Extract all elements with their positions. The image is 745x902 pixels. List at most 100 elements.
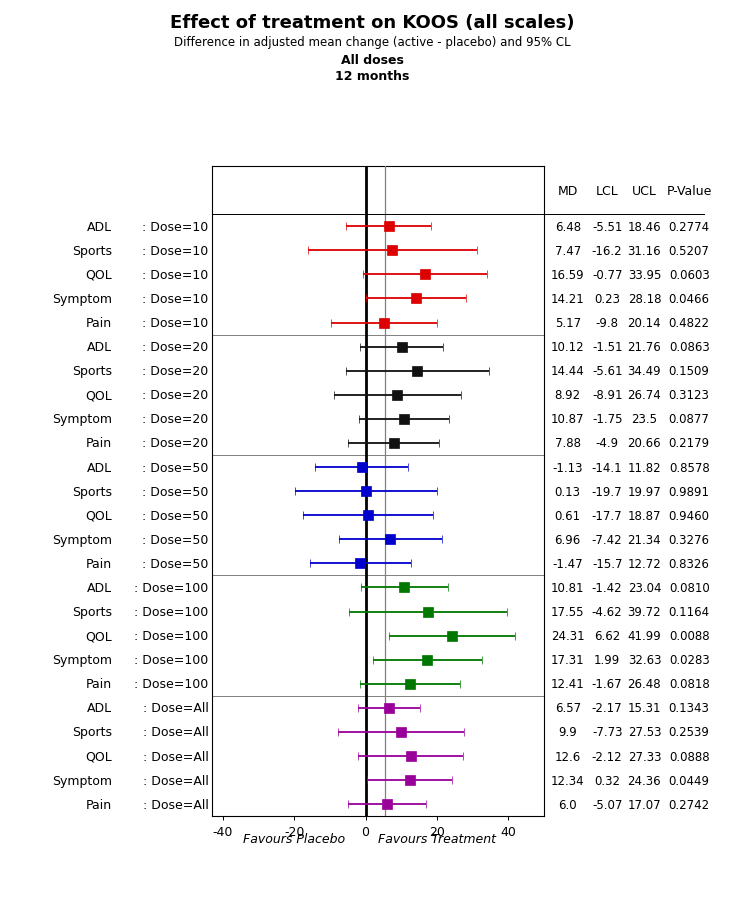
Text: 6.96: 6.96 <box>554 533 581 547</box>
Text: 17.07: 17.07 <box>627 797 662 811</box>
Text: -2.17: -2.17 <box>592 702 623 714</box>
Text: 21.34: 21.34 <box>627 533 662 547</box>
Text: : Dose=10: : Dose=10 <box>142 292 209 306</box>
Text: Symptom: Symptom <box>51 653 112 667</box>
Text: 12 months: 12 months <box>335 70 410 83</box>
Text: Sports: Sports <box>72 244 112 258</box>
Text: 28.18: 28.18 <box>628 292 661 306</box>
Text: 0.0863: 0.0863 <box>669 341 709 354</box>
Text: : Dose=100: : Dose=100 <box>134 605 209 619</box>
Text: -1.67: -1.67 <box>592 677 623 691</box>
Text: 14.21: 14.21 <box>551 292 585 306</box>
Text: 0.1164: 0.1164 <box>668 605 710 619</box>
Text: 0.2539: 0.2539 <box>669 725 709 739</box>
Text: 39.72: 39.72 <box>627 605 662 619</box>
Text: 0.1509: 0.1509 <box>669 364 709 378</box>
Text: 0.32: 0.32 <box>595 774 620 787</box>
Text: : Dose=50: : Dose=50 <box>142 485 209 498</box>
Text: 19.97: 19.97 <box>627 485 662 498</box>
Text: -1.75: -1.75 <box>592 413 622 426</box>
Text: Pain: Pain <box>86 437 112 450</box>
Text: QOL: QOL <box>85 630 112 642</box>
Text: -4.9: -4.9 <box>595 437 619 450</box>
Text: Pain: Pain <box>86 797 112 811</box>
Text: 0.13: 0.13 <box>555 485 580 498</box>
Text: UCL: UCL <box>632 184 657 198</box>
Text: Symptom: Symptom <box>51 413 112 426</box>
Text: -5.61: -5.61 <box>592 364 622 378</box>
Text: 20.66: 20.66 <box>627 437 662 450</box>
Text: 0.8326: 0.8326 <box>669 557 709 570</box>
Text: ADL: ADL <box>86 220 112 234</box>
Text: 6.48: 6.48 <box>554 220 581 234</box>
Text: 17.55: 17.55 <box>551 605 584 619</box>
Text: 5.17: 5.17 <box>554 317 581 330</box>
Text: 23.5: 23.5 <box>632 413 657 426</box>
Text: 0.9460: 0.9460 <box>668 509 710 522</box>
Text: 0.61: 0.61 <box>554 509 581 522</box>
Text: : Dose=20: : Dose=20 <box>142 364 209 378</box>
Text: Symptom: Symptom <box>51 292 112 306</box>
Text: : Dose=All: : Dose=All <box>143 774 209 787</box>
Text: -17.7: -17.7 <box>592 509 623 522</box>
Text: : Dose=10: : Dose=10 <box>142 269 209 281</box>
Text: All doses: All doses <box>341 54 404 67</box>
Text: 0.8578: 0.8578 <box>669 461 709 474</box>
Text: MD: MD <box>557 184 578 198</box>
Text: -15.7: -15.7 <box>592 557 622 570</box>
Text: 1.99: 1.99 <box>594 653 621 667</box>
Text: -16.2: -16.2 <box>592 244 623 258</box>
Text: Pain: Pain <box>86 677 112 691</box>
Text: ADL: ADL <box>86 702 112 714</box>
Text: 34.49: 34.49 <box>627 364 662 378</box>
Text: Sports: Sports <box>72 485 112 498</box>
Text: 16.59: 16.59 <box>551 269 585 281</box>
Text: 9.9: 9.9 <box>558 725 577 739</box>
Text: 24.31: 24.31 <box>551 630 585 642</box>
Text: : Dose=50: : Dose=50 <box>142 533 209 547</box>
Text: ADL: ADL <box>86 341 112 354</box>
Text: : Dose=20: : Dose=20 <box>142 341 209 354</box>
Text: 0.5207: 0.5207 <box>669 244 709 258</box>
Text: 0.0603: 0.0603 <box>669 269 709 281</box>
Text: 7.47: 7.47 <box>554 244 581 258</box>
Text: 0.2179: 0.2179 <box>668 437 710 450</box>
Text: 21.76: 21.76 <box>627 341 662 354</box>
Text: -1.42: -1.42 <box>592 581 623 594</box>
Text: 0.4822: 0.4822 <box>668 317 710 330</box>
Text: 12.41: 12.41 <box>551 677 585 691</box>
Text: QOL: QOL <box>85 269 112 281</box>
Text: : Dose=50: : Dose=50 <box>142 557 209 570</box>
Text: 41.99: 41.99 <box>627 630 662 642</box>
Text: Difference in adjusted mean change (active - placebo) and 95% CL: Difference in adjusted mean change (acti… <box>174 36 571 49</box>
Text: : Dose=10: : Dose=10 <box>142 317 209 330</box>
Text: 12.34: 12.34 <box>551 774 585 787</box>
Text: 0.0466: 0.0466 <box>668 292 710 306</box>
Text: 26.48: 26.48 <box>627 677 662 691</box>
Text: Sports: Sports <box>72 605 112 619</box>
Text: ADL: ADL <box>86 581 112 594</box>
Text: 15.31: 15.31 <box>628 702 661 714</box>
Text: -7.73: -7.73 <box>592 725 622 739</box>
Text: 20.14: 20.14 <box>627 317 662 330</box>
Text: 10.81: 10.81 <box>551 581 584 594</box>
Text: 0.2742: 0.2742 <box>668 797 710 811</box>
Text: : Dose=100: : Dose=100 <box>134 677 209 691</box>
Text: : Dose=All: : Dose=All <box>143 750 209 763</box>
Text: 23.04: 23.04 <box>628 581 661 594</box>
Text: -19.7: -19.7 <box>592 485 623 498</box>
Text: 33.95: 33.95 <box>628 269 661 281</box>
Text: Symptom: Symptom <box>51 774 112 787</box>
Text: Sports: Sports <box>72 364 112 378</box>
Text: -5.07: -5.07 <box>592 797 622 811</box>
Text: Sports: Sports <box>72 725 112 739</box>
Text: 6.57: 6.57 <box>554 702 581 714</box>
Text: -8.91: -8.91 <box>592 389 622 402</box>
Text: ADL: ADL <box>86 461 112 474</box>
Text: 27.53: 27.53 <box>628 725 661 739</box>
Text: P-Value: P-Value <box>667 184 711 198</box>
Text: 17.31: 17.31 <box>551 653 585 667</box>
Text: 27.33: 27.33 <box>628 750 661 763</box>
Text: : Dose=20: : Dose=20 <box>142 437 209 450</box>
Text: 31.16: 31.16 <box>627 244 662 258</box>
